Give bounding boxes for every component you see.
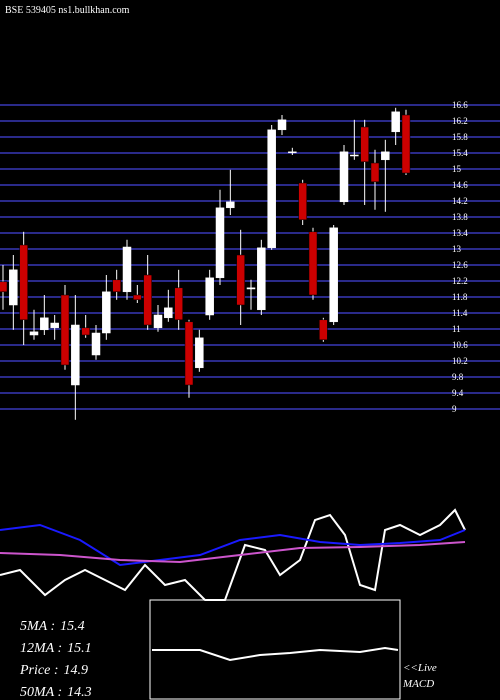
y-tick-label: 13 bbox=[452, 244, 462, 254]
live-label: <<Live bbox=[403, 662, 437, 674]
candle-body bbox=[0, 281, 8, 293]
candle-body bbox=[215, 207, 225, 279]
candle-body bbox=[370, 162, 380, 183]
y-tick-label: 15.8 bbox=[452, 132, 468, 142]
stat-value: 14.9 bbox=[63, 663, 88, 678]
y-tick-label: 9.8 bbox=[452, 372, 464, 382]
y-tick-label: 11.8 bbox=[452, 292, 468, 302]
stat-text: 50MA : 14.3 bbox=[20, 685, 92, 700]
indicator-line bbox=[0, 523, 466, 567]
candle-body bbox=[153, 314, 163, 329]
stat-label: 5MA : bbox=[20, 619, 55, 634]
candle-body bbox=[122, 246, 132, 293]
candle-body bbox=[329, 227, 338, 323]
y-tick-label: 10.2 bbox=[452, 356, 468, 366]
candle-body bbox=[112, 279, 121, 293]
candle-body bbox=[288, 151, 297, 154]
candle-body bbox=[91, 332, 101, 356]
y-tick-label: 11.4 bbox=[452, 308, 468, 318]
y-tick-label: 9.4 bbox=[452, 388, 464, 398]
stat-label: 50MA : bbox=[20, 685, 62, 700]
candle-body bbox=[267, 129, 276, 249]
candle-body bbox=[350, 154, 359, 157]
y-tick-label: 16.2 bbox=[452, 116, 468, 126]
stat-text: 12MA : 15.1 bbox=[20, 641, 92, 656]
candle-body bbox=[277, 119, 287, 131]
y-tick-label: 16.6 bbox=[452, 100, 468, 110]
y-tick-label: 12.2 bbox=[452, 276, 468, 286]
stat-text: Price : 14.9 bbox=[19, 663, 88, 678]
candle-body bbox=[205, 277, 214, 316]
y-tick-label: 11 bbox=[452, 324, 461, 334]
candle-body bbox=[257, 247, 266, 311]
y-tick-label: 15 bbox=[452, 164, 462, 174]
stat-value: 15.4 bbox=[60, 619, 85, 634]
y-tick-label: 9 bbox=[452, 404, 457, 414]
candle-body bbox=[226, 201, 235, 209]
candle-body bbox=[339, 151, 349, 203]
stat-value: 14.3 bbox=[67, 685, 92, 700]
candle-body bbox=[9, 269, 18, 306]
stat-label: 12MA : bbox=[20, 641, 62, 656]
macd-label: MACD bbox=[402, 678, 434, 690]
candle-body bbox=[29, 331, 39, 336]
candle-body bbox=[319, 319, 328, 341]
indicator-line bbox=[0, 508, 466, 601]
candle-body bbox=[184, 321, 194, 386]
y-tick-label: 13.8 bbox=[452, 212, 468, 222]
candle-body bbox=[71, 324, 80, 386]
candle-body bbox=[236, 254, 245, 306]
candle-body bbox=[174, 287, 183, 321]
candle-body bbox=[143, 274, 152, 326]
y-tick-label: 10.6 bbox=[452, 340, 468, 350]
y-tick-label: 14.2 bbox=[452, 196, 468, 206]
candle-body bbox=[401, 114, 411, 174]
candle-body bbox=[19, 244, 28, 321]
stat-value: 15.1 bbox=[67, 641, 92, 656]
candle-body bbox=[381, 151, 390, 161]
indicator-line bbox=[152, 646, 399, 662]
candle-body bbox=[164, 307, 173, 319]
candle-body bbox=[50, 322, 59, 329]
indicator-line bbox=[0, 541, 466, 564]
y-tick-label: 14.6 bbox=[452, 180, 468, 190]
candle-body bbox=[308, 231, 318, 296]
y-tick-label: 15.4 bbox=[452, 148, 468, 158]
y-tick-label: 13.4 bbox=[452, 228, 468, 238]
candle-body bbox=[391, 111, 400, 133]
candle-body bbox=[133, 294, 142, 301]
stat-label: Price : bbox=[19, 663, 58, 678]
stat-text: 5MA : 15.4 bbox=[20, 619, 85, 634]
macd-box bbox=[149, 599, 401, 700]
candle-body bbox=[81, 327, 90, 336]
candle-body bbox=[60, 294, 70, 366]
chart-title: BSE 539405 ns1.bullkhan.com bbox=[5, 5, 130, 16]
y-tick-label: 12.6 bbox=[452, 260, 468, 270]
candle-body bbox=[195, 337, 204, 369]
candle-body bbox=[40, 317, 49, 331]
candle-body bbox=[102, 291, 111, 334]
candle-body bbox=[298, 182, 307, 221]
candle-body bbox=[246, 287, 256, 290]
candle-body bbox=[360, 126, 369, 163]
